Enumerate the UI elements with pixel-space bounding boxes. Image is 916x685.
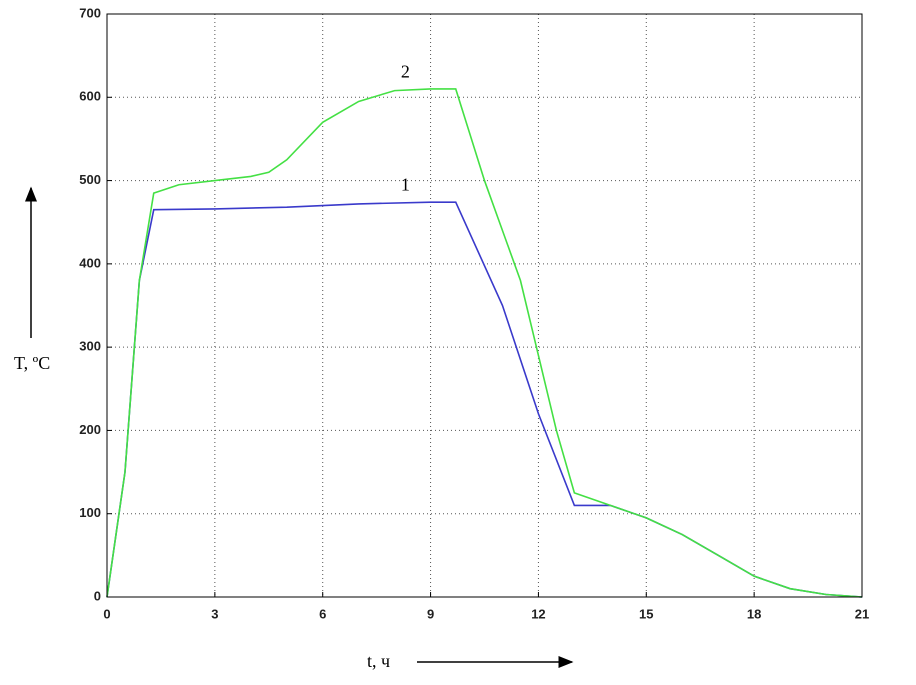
y-tick-label: 400 xyxy=(79,255,101,270)
x-tick-label: 0 xyxy=(103,606,110,621)
series-line xyxy=(106,88,863,598)
annotation: 1 xyxy=(401,175,410,195)
y-axis-label: T, ºC xyxy=(14,353,50,373)
plot-area xyxy=(107,14,862,597)
y-tick-label: 600 xyxy=(79,89,101,104)
x-tick-label: 18 xyxy=(747,606,761,621)
x-axis-label: t, ч xyxy=(367,651,390,671)
x-tick-label: 12 xyxy=(531,606,545,621)
x-tick-label: 15 xyxy=(639,606,653,621)
y-tick-label: 700 xyxy=(79,5,101,20)
y-tick-label: 300 xyxy=(79,339,101,354)
annotation: 2 xyxy=(401,61,410,81)
y-tick-label: 200 xyxy=(79,422,101,437)
x-tick-label: 21 xyxy=(855,606,869,621)
x-tick-label: 6 xyxy=(319,606,326,621)
y-tick-label: 100 xyxy=(79,505,101,520)
y-tick-label: 500 xyxy=(79,172,101,187)
x-tick-label: 9 xyxy=(427,606,434,621)
plot-frame xyxy=(106,13,863,598)
x-tick-label: 3 xyxy=(211,606,218,621)
y-tick-label: 0 xyxy=(94,588,101,603)
